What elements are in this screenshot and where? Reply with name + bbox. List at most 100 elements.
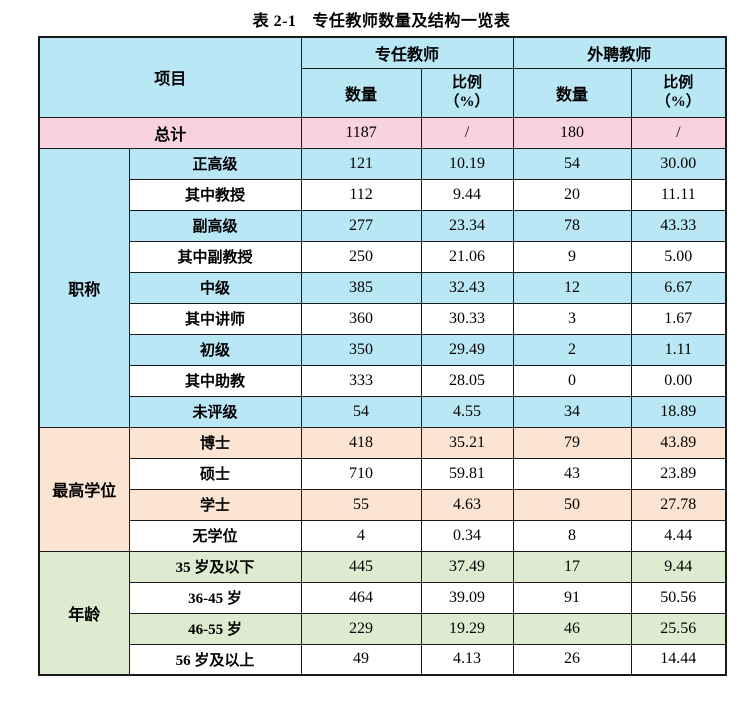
header-pct-external: 比例 （%）	[630, 67, 727, 118]
cell-fulltime-qty: 350	[300, 333, 422, 366]
cell-external-pct: 5.00	[630, 240, 727, 273]
header-pct-unit: （%）	[655, 93, 701, 110]
table-caption: 表 2-1 专任教师数量及结构一览表	[38, 7, 725, 31]
table-row: 未评级 54 4.55 34 18.89	[39, 395, 727, 428]
header-row-subcols: 数量 比例 （%） 数量 比例 （%）	[39, 67, 727, 118]
total-value-external-qty: 180	[512, 116, 632, 149]
table-row: 中级 385 32.43 12 6.67	[39, 271, 727, 304]
cell-fulltime-qty: 445	[300, 550, 422, 583]
cell-fulltime-pct: 23.34	[420, 209, 514, 242]
cell-external-pct: 43.33	[630, 209, 727, 242]
cell-fulltime-pct: 39.09	[420, 581, 514, 614]
cell-external-qty: 8	[512, 519, 632, 552]
table-row: 其中助教 333 28.05 0 0.00	[39, 364, 727, 397]
row-label: 初级	[128, 333, 302, 366]
cell-external-qty: 91	[512, 581, 632, 614]
cell-external-pct: 0.00	[630, 364, 727, 397]
cell-external-qty: 12	[512, 271, 632, 304]
header-group-fulltime: 专任教师	[300, 36, 514, 69]
cell-fulltime-pct: 4.63	[420, 488, 514, 521]
header-qty-fulltime: 数量	[300, 67, 422, 118]
cell-fulltime-pct: 35.21	[420, 426, 514, 459]
cell-fulltime-qty: 54	[300, 395, 422, 428]
row-label: 中级	[128, 271, 302, 304]
cell-fulltime-pct: 28.05	[420, 364, 514, 397]
cell-fulltime-qty: 333	[300, 364, 422, 397]
header-pct-label: 比例	[452, 74, 483, 91]
cell-fulltime-pct: 19.29	[420, 612, 514, 645]
header-group-external: 外聘教师	[512, 36, 727, 69]
table-row: 副高级 277 23.34 78 43.33	[39, 209, 727, 242]
cell-fulltime-pct: 0.34	[420, 519, 514, 552]
teacher-structure-table: 项目 专任教师 外聘教师 数量 比例 （%） 数量 比例 （%） 总计 1187…	[38, 36, 728, 676]
row-label: 其中讲师	[128, 302, 302, 335]
cell-external-qty: 20	[512, 178, 632, 211]
cell-fulltime-pct: 9.44	[420, 178, 514, 211]
row-label: 未评级	[128, 395, 302, 428]
cell-external-qty: 0	[512, 364, 632, 397]
cell-fulltime-qty: 49	[300, 643, 422, 676]
cell-fulltime-qty: 418	[300, 426, 422, 459]
cell-fulltime-pct: 4.55	[420, 395, 514, 428]
row-label: 其中副教授	[128, 240, 302, 273]
cell-fulltime-qty: 4	[300, 519, 422, 552]
cell-external-qty: 79	[512, 426, 632, 459]
table-row: 学士 55 4.63 50 27.78	[39, 488, 727, 521]
cell-external-pct: 30.00	[630, 147, 727, 180]
cell-external-pct: 1.67	[630, 302, 727, 335]
table-caption-text: 专任教师数量及结构一览表	[312, 13, 511, 30]
row-label: 正高级	[128, 147, 302, 180]
cell-fulltime-qty: 121	[300, 147, 422, 180]
cell-external-pct: 9.44	[630, 550, 727, 583]
total-label: 总计	[38, 116, 302, 149]
row-label: 56 岁及以上	[128, 643, 302, 676]
cell-fulltime-qty: 464	[300, 581, 422, 614]
cell-external-qty: 34	[512, 395, 632, 428]
cell-external-pct: 50.56	[630, 581, 727, 614]
cell-fulltime-qty: 360	[300, 302, 422, 335]
cell-external-qty: 3	[512, 302, 632, 335]
row-label: 46-55 岁	[128, 612, 302, 645]
row-label: 其中教授	[128, 178, 302, 211]
cell-fulltime-qty: 55	[300, 488, 422, 521]
row-label: 无学位	[128, 519, 302, 552]
row-label: 副高级	[128, 209, 302, 242]
header-pct-fulltime: 比例 （%）	[420, 67, 514, 118]
cell-external-pct: 25.56	[630, 612, 727, 645]
cell-external-qty: 43	[512, 457, 632, 490]
table-row: 56 岁及以上 49 4.13 26 14.44	[39, 643, 727, 676]
cell-external-pct: 6.67	[630, 271, 727, 304]
group-label: 职称	[38, 147, 130, 428]
table-row: 其中教授 112 9.44 20 11.11	[39, 178, 727, 211]
cell-fulltime-pct: 10.19	[420, 147, 514, 180]
row-label: 博士	[128, 426, 302, 459]
group-label: 最高学位	[38, 426, 130, 552]
cell-fulltime-pct: 30.33	[420, 302, 514, 335]
cell-fulltime-pct: 29.49	[420, 333, 514, 366]
cell-external-qty: 26	[512, 643, 632, 676]
header-row-groups: 项目 专任教师 外聘教师	[38, 36, 727, 118]
total-value-fulltime-qty: 1187	[300, 116, 422, 149]
table-row: 其中讲师 360 30.33 3 1.67	[39, 302, 727, 335]
cell-fulltime-pct: 37.49	[420, 550, 514, 583]
cell-external-pct: 23.89	[630, 457, 727, 490]
cell-external-qty: 9	[512, 240, 632, 273]
table-row: 硕士 710 59.81 43 23.89	[39, 457, 727, 490]
table-row: 年龄 35 岁及以下 445 37.49 17 9.44	[38, 550, 727, 676]
table-row: 初级 350 29.49 2 1.11	[39, 333, 727, 366]
cell-external-pct: 18.89	[630, 395, 727, 428]
header-item: 项目	[38, 36, 302, 118]
cell-external-pct: 11.11	[630, 178, 727, 211]
total-row: 总计 1187 / 180 /	[38, 116, 727, 149]
row-label: 其中助教	[128, 364, 302, 397]
cell-external-pct: 1.11	[630, 333, 727, 366]
table-row: 36-45 岁 464 39.09 91 50.56	[39, 581, 727, 614]
table-row: 无学位 4 0.34 8 4.44	[39, 519, 727, 552]
table-row: 46-55 岁 229 19.29 46 25.56	[39, 612, 727, 645]
row-label: 35 岁及以下	[128, 550, 302, 583]
total-value-fulltime-pct: /	[420, 116, 514, 149]
cell-external-qty: 50	[512, 488, 632, 521]
cell-fulltime-pct: 4.13	[420, 643, 514, 676]
cell-fulltime-pct: 32.43	[420, 271, 514, 304]
cell-external-qty: 54	[512, 147, 632, 180]
